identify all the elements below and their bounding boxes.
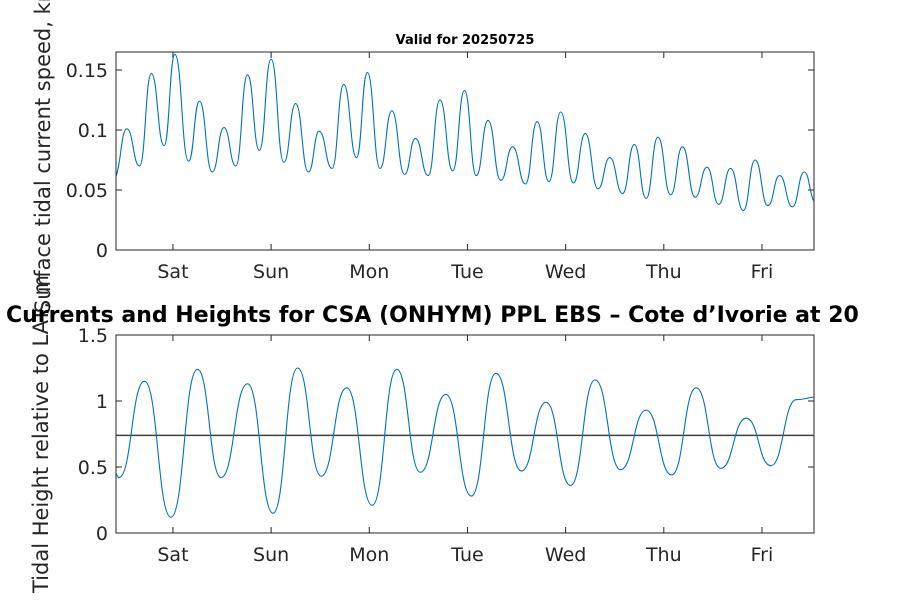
current-speed-ytick-label: 0 [96,240,108,262]
current-speed-line [116,53,814,211]
tidal-height-xtick-label-wed: Wed [545,544,586,566]
tidal-height-xtick-label-thu: Thu [645,544,682,566]
tidal-height-xtick-label-sun: Sun [253,544,289,566]
tidal-height-xtick-label-sat: Sat [157,544,188,566]
current-speed-xtick-label-sun: Sun [253,261,289,283]
main-title: Currents and Heights for CSA (ONHYM) PPL… [6,303,859,328]
current-speed-ytick-label: 0.15 [66,60,108,82]
current-speed-ytick-label: 0.05 [66,180,108,202]
current-speed-ylabel: Surface tidal current speed, kn [31,0,55,313]
tidal-height-ytick-label: 0 [96,523,108,545]
current-speed-xtick-label-tue: Tue [450,261,483,283]
current-speed-xtick-label-wed: Wed [545,261,586,283]
current-speed-ytick-label: 0.1 [78,120,108,142]
current-speed-xtick-label-thu: Thu [645,261,682,283]
tidal-height-ytick-label: 1.5 [78,325,108,347]
tidal-height-xtick-label-fri: Fri [751,544,774,566]
tidal-height-ytick-label: 0.5 [78,457,108,479]
tidal-height-ylabel: Tidal Height relative to LAT, m [29,275,53,594]
tidal-height-plot-area [115,334,815,534]
tidal-height-series [116,367,814,518]
tidal-height-axes: Tidal Height relative to LAT, m 0 0.5 1 1.5… [29,275,815,594]
tidal-height-xtick-label-mon: Mon [349,544,389,566]
subplot-title: Valid for 20250725 [396,33,535,48]
tidal-height-ytick-label: 1 [96,391,108,413]
current-speed-axes: Valid for 20250725 Surface tidal current… [31,0,815,313]
tidal-height-ticks: 0 0.5 1 1.5 Sat Sun Mon Tue Wed Thu Fri [78,325,814,566]
tidal-height-xtick-label-tue: Tue [450,544,483,566]
current-speed-plot-area [115,51,815,251]
current-speed-xtick-label-fri: Fri [751,261,774,283]
current-speed-xtick-label-sat: Sat [157,261,188,283]
current-speed-series [116,53,814,211]
current-speed-xtick-label-mon: Mon [349,261,389,283]
tidal-height-line [116,367,814,518]
current-speed-ticks: 0 0.05 0.1 0.15 Sat Sun Mon Tue Wed Thu Fri [66,52,814,283]
